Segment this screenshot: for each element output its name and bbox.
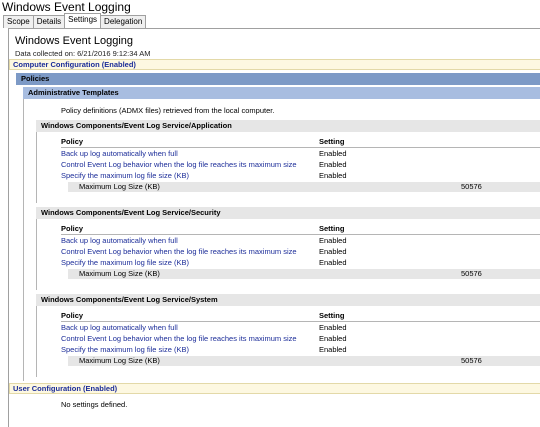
user-configuration-header[interactable]: User Configuration (Enabled): [9, 383, 540, 394]
policy-link-control-behavior[interactable]: Control Event Log behavior when the log …: [61, 334, 297, 343]
tab-delegation[interactable]: Delegation: [100, 15, 147, 28]
header-rule: [61, 234, 540, 235]
policy-column-header: Policy: [61, 224, 84, 233]
administrative-templates-header[interactable]: Administrative Templates: [23, 87, 540, 99]
policy-link-control-behavior[interactable]: Control Event Log behavior when the log …: [61, 247, 297, 256]
setting-value: Enabled: [319, 258, 347, 267]
setting-value: Enabled: [319, 334, 347, 343]
max-log-size-value: 50576: [461, 269, 482, 278]
setting-value: Enabled: [319, 160, 347, 169]
no-settings-text: No settings defined.: [61, 400, 128, 409]
data-collected-text: Data collected on: 6/21/2016 9:12:34 AM: [15, 49, 151, 58]
setting-value: Enabled: [319, 236, 347, 245]
policy-link-max-size[interactable]: Specify the maximum log file size (KB): [61, 345, 189, 354]
section-security-border: [36, 219, 37, 290]
report-header: Windows Event Logging Data collected on:…: [15, 35, 540, 59]
section-application-header[interactable]: Windows Components/Event Log Service/App…: [36, 120, 540, 132]
computer-configuration-header[interactable]: Computer Configuration (Enabled): [9, 59, 540, 70]
setting-column-header: Setting: [319, 311, 345, 320]
section-security-header[interactable]: Windows Components/Event Log Service/Sec…: [36, 207, 540, 219]
policy-link-backup-log[interactable]: Back up log automatically when full: [61, 236, 178, 245]
detail-row: [68, 182, 540, 192]
policy-column-header: Policy: [61, 137, 84, 146]
policy-link-control-behavior[interactable]: Control Event Log behavior when the log …: [61, 160, 297, 169]
tab-settings[interactable]: Settings: [64, 13, 102, 28]
policy-column-header: Policy: [61, 311, 84, 320]
policy-link-backup-log[interactable]: Back up log automatically when full: [61, 323, 178, 332]
setting-value: Enabled: [319, 149, 347, 158]
detail-row: [68, 269, 540, 279]
report-title: Windows Event Logging: [15, 35, 134, 47]
setting-column-header: Setting: [319, 137, 345, 146]
policy-link-max-size[interactable]: Specify the maximum log file size (KB): [61, 171, 189, 180]
setting-column-header: Setting: [319, 224, 345, 233]
policy-link-max-size[interactable]: Specify the maximum log file size (KB): [61, 258, 189, 267]
setting-value: Enabled: [319, 345, 347, 354]
detail-row: [68, 356, 540, 366]
header-rule: [61, 147, 540, 148]
section-application-border: [36, 132, 37, 203]
max-log-size-label: Maximum Log Size (KB): [79, 182, 160, 191]
settings-report-pane: Windows Event Logging Data collected on:…: [8, 28, 540, 427]
header-rule: [61, 321, 540, 322]
setting-value: Enabled: [319, 247, 347, 256]
setting-value: Enabled: [319, 323, 347, 332]
policy-link-backup-log[interactable]: Back up log automatically when full: [61, 149, 178, 158]
max-log-size-label: Maximum Log Size (KB): [79, 356, 160, 365]
admx-note: Policy definitions (ADMX files) retrieve…: [61, 106, 275, 115]
section-system-border: [36, 306, 37, 377]
tab-scope[interactable]: Scope: [3, 15, 34, 28]
max-log-size-value: 50576: [461, 182, 482, 191]
window-title: Windows Event Logging: [2, 0, 131, 14]
tab-details[interactable]: Details: [32, 15, 66, 28]
section-system-header[interactable]: Windows Components/Event Log Service/Sys…: [36, 294, 540, 306]
max-log-size-value: 50576: [461, 356, 482, 365]
setting-value: Enabled: [319, 171, 347, 180]
tab-strip: Scope Details Settings Delegation: [3, 13, 147, 28]
max-log-size-label: Maximum Log Size (KB): [79, 269, 160, 278]
admx-left-border: [23, 99, 24, 381]
policies-header[interactable]: Policies: [16, 73, 540, 85]
